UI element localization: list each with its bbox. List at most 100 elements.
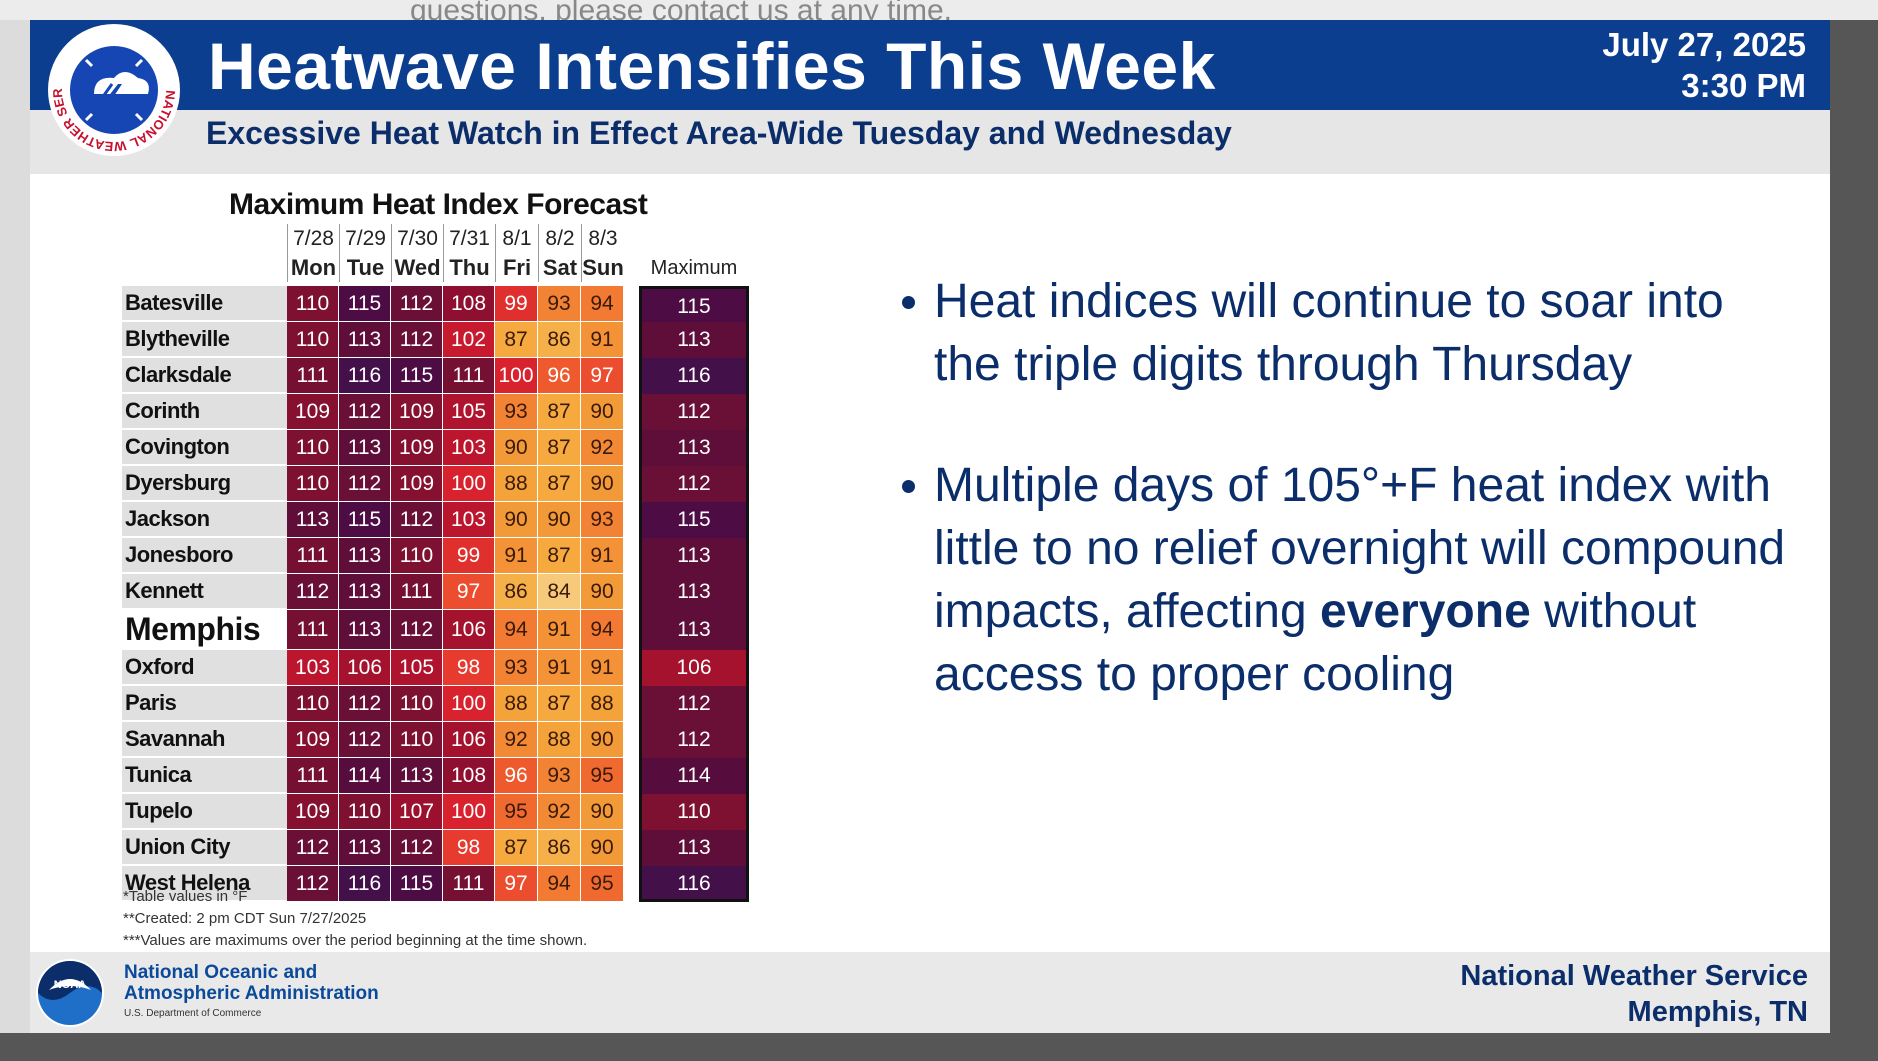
bullet-text: Heat indices will continue to soar into …	[934, 275, 1724, 391]
city-name: Covington	[122, 430, 287, 464]
maximum-cell: 113	[639, 574, 749, 610]
heat-index-cell: 91	[495, 538, 538, 574]
heat-index-cell: 113	[287, 502, 339, 538]
heat-index-cell: 91	[581, 650, 624, 686]
city-name: Corinth	[122, 394, 287, 428]
city-name: Savannah	[122, 722, 287, 756]
heat-index-cell: 114	[339, 758, 391, 794]
background-window-strip: questions, please contact us at any time…	[0, 0, 1878, 27]
heat-index-cell: 88	[495, 686, 538, 722]
heat-index-cell: 102	[443, 322, 495, 358]
day-date: 8/1	[502, 227, 532, 250]
maximum-cell: 112	[639, 466, 749, 502]
background-left-strip	[0, 20, 30, 1035]
day-of-week: Tue	[346, 255, 385, 280]
heat-index-cell: 113	[339, 574, 391, 610]
heat-index-cell: 91	[581, 538, 624, 574]
heat-index-cell: 92	[581, 430, 624, 466]
heat-index-cell: 90	[581, 794, 624, 830]
noaa-department: U.S. Department of Commerce	[124, 1008, 262, 1019]
heat-index-cell: 87	[538, 466, 581, 502]
heat-index-cell: 86	[538, 830, 581, 866]
day-of-week: Fri	[502, 255, 532, 280]
heat-index-cell: 90	[581, 830, 624, 866]
heat-index-cell: 113	[339, 610, 391, 650]
heat-index-cell: 103	[287, 650, 339, 686]
office-name: National Weather Service Memphis, TN	[1460, 958, 1808, 1030]
heat-index-cell: 109	[287, 794, 339, 830]
heat-index-cell: 113	[339, 830, 391, 866]
heat-index-cell: 112	[339, 686, 391, 722]
key-messages: Heat indices will continue to soar into …	[902, 270, 1802, 764]
day-date: 7/30	[397, 227, 438, 250]
heat-index-cell: 110	[339, 794, 391, 830]
maximum-cell: 114	[639, 758, 749, 794]
city-name: Tunica	[122, 758, 287, 792]
heat-index-cell: 115	[391, 358, 443, 394]
heat-index-cell: 90	[581, 722, 624, 758]
heat-index-cell: 100	[443, 466, 495, 502]
heat-index-cell: 88	[538, 722, 581, 758]
heat-index-cell: 96	[538, 358, 581, 394]
noaa-logo-text: NOAA	[54, 979, 86, 991]
city-name: Paris	[122, 686, 287, 720]
heat-index-cell: 110	[391, 722, 443, 758]
bullet-emphasis: everyone	[1319, 585, 1531, 638]
heat-index-cell: 112	[287, 830, 339, 866]
issue-date: July 27, 2025	[1602, 26, 1806, 63]
bullet-dot-icon	[902, 296, 915, 309]
heat-index-cell: 87	[538, 538, 581, 574]
heat-index-cell: 91	[538, 650, 581, 686]
heat-index-cell: 90	[581, 574, 624, 610]
heat-index-cell: 112	[391, 830, 443, 866]
heat-index-cell: 110	[287, 286, 339, 322]
header-band	[30, 20, 1830, 110]
day-of-week: Mon	[290, 255, 337, 280]
heat-index-cell: 111	[443, 866, 495, 902]
heat-index-cell: 97	[495, 866, 538, 902]
bullet-text-part: Multiple days of 105°+F heat index with …	[934, 459, 1786, 638]
heat-index-cell: 112	[287, 574, 339, 610]
city-name: Clarksdale	[122, 358, 287, 392]
heat-index-cell: 87	[538, 686, 581, 722]
heat-index-cell: 116	[339, 358, 391, 394]
heat-index-cell: 106	[443, 722, 495, 758]
background-bottom-strip	[0, 1033, 1878, 1061]
heat-index-cell: 103	[443, 502, 495, 538]
heat-index-cell: 110	[287, 322, 339, 358]
heat-index-cell: 110	[391, 686, 443, 722]
heat-index-cell: 98	[443, 650, 495, 686]
heat-index-cell: 86	[495, 574, 538, 610]
day-of-week: Sun	[582, 255, 624, 280]
heat-index-cell: 90	[495, 430, 538, 466]
day-of-week: Wed	[394, 255, 441, 280]
heat-index-cell: 105	[443, 394, 495, 430]
heat-index-cell: 110	[287, 466, 339, 502]
maximum-cell: 112	[639, 686, 749, 722]
heat-index-cell: 99	[443, 538, 495, 574]
heat-index-cell: 93	[538, 286, 581, 322]
heat-index-cell: 97	[581, 358, 624, 394]
heat-index-cell: 112	[287, 866, 339, 902]
heat-index-cell: 93	[495, 650, 538, 686]
heat-index-cell: 106	[443, 610, 495, 650]
heat-index-cell: 115	[339, 502, 391, 538]
day-header: 7/29 Tue	[339, 224, 391, 282]
office-line: National Weather Service	[1460, 960, 1808, 992]
heat-index-cell: 111	[287, 538, 339, 574]
city-name: Jackson	[122, 502, 287, 536]
heat-index-cell: 90	[581, 466, 624, 502]
heat-index-cell: 90	[538, 502, 581, 538]
heat-index-cell: 111	[287, 758, 339, 794]
city-name: Kennett	[122, 574, 287, 608]
heat-index-cell: 109	[287, 394, 339, 430]
heat-index-cell: 99	[495, 286, 538, 322]
bullet-item: Multiple days of 105°+F heat index with …	[902, 454, 1802, 706]
heat-index-cell: 112	[391, 322, 443, 358]
heat-index-cell: 91	[538, 610, 581, 650]
heat-index-cell: 111	[443, 358, 495, 394]
heat-index-cell: 113	[391, 758, 443, 794]
day-header: 7/31 Thu	[443, 224, 495, 282]
heat-index-cell: 94	[538, 866, 581, 902]
maximum-header: Maximum	[650, 257, 738, 279]
